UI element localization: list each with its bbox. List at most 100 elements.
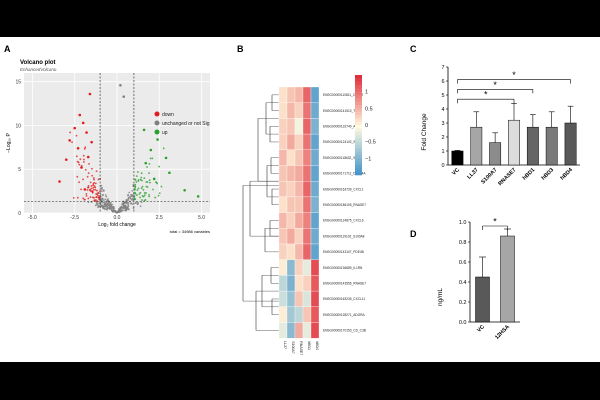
volcano-point [148,193,150,196]
heatmap-cell [286,228,296,245]
volcano-point [127,208,130,211]
volcano-y-axis-label: −Log₁₀ P [6,132,12,152]
volcano-point [71,141,73,144]
volcano-point [101,205,103,208]
concentration-bar-chart: 0.0 0.2 0.4 0.6 0.8 1.0 VC 12HSA * [459,217,520,341]
heatmap-cell [278,149,288,166]
volcano-cutoff-lines [24,73,210,213]
volcano-point [158,192,161,195]
volcano-point [137,202,139,205]
volcano-point [87,184,90,187]
heatmap-cell [302,149,312,166]
volcano-plot-panel: A Volcano plot EnhancedVolcano -5.0 -2.5 0… [4,44,210,234]
color-legend-segment [355,125,362,129]
color-legend-segment [355,168,362,172]
volcano-point [86,175,89,178]
volcano-point [132,193,135,196]
volcano-point [139,191,142,194]
volcano-point [101,188,104,191]
color-legend-segment [355,145,362,149]
heatmap-cell [302,133,312,150]
color-legend-segment [355,158,362,162]
significance-marker: * [512,70,516,80]
volcano-point [111,209,114,212]
volcano-point [76,196,79,199]
heatmap-cell [310,322,320,339]
color-legend-segment [355,105,362,109]
color-legend-segment [355,108,362,112]
volcano-point [145,185,148,188]
volcano-point [136,171,139,173]
heatmap-cell [302,243,312,260]
highlighted-gene-point [183,188,186,192]
volcano-point [124,204,127,207]
color-legend-segment [355,98,362,102]
heatmap-column-labels: LL37 S100A7 RNASE7 hBD1 hBD4 [283,341,319,355]
heatmap-cell [278,118,288,135]
volcano-point [141,199,143,201]
heatmap-cell [294,259,304,276]
heatmap-cell [286,102,296,119]
highlighted-gene-point [64,158,68,161]
heatmap-cell [302,275,312,292]
highlighted-gene-point [83,188,87,191]
volcano-point [131,199,134,201]
volcano-point [94,199,97,201]
volcano-point [97,194,99,197]
volcano-point [94,204,97,207]
heatmap-row-label: ENSG00000170153_CD_C3B [323,329,366,333]
heatmap-cell [286,165,296,182]
volcano-point [92,186,95,189]
color-legend-segment [355,165,362,169]
y-tick-label: 1.0 [459,220,467,226]
heatmap-cell [294,290,304,307]
volcano-highlighted-points [58,83,200,198]
heatmap-cell [286,306,296,323]
volcano-point [78,163,81,166]
volcano-point [83,147,86,150]
y-tick-label: 0.4 [459,280,467,286]
volcano-point [97,191,100,194]
volcano-point [87,197,90,200]
heatmap-row-label: ENSG00000124102_SLPI [323,140,360,144]
volcano-point [90,187,93,190]
volcano-point [111,206,114,209]
heatmap-cell [310,102,320,119]
color-legend-segment [355,138,362,142]
highlighted-gene-point [88,92,92,96]
fold-change-y-axis-label: Fold Change [421,113,428,151]
volcano-point [149,157,152,160]
bar [508,119,520,166]
heatmap-cell [302,196,312,213]
heatmap-cell [294,322,304,339]
heatmap-cell [310,243,320,260]
volcano-point [141,179,143,182]
panel-label-b: B [237,44,244,54]
volcano-legend: down unchanged or not Sig up [154,111,210,136]
y-tick-label: 0 [441,163,444,169]
heatmap-cell [286,322,296,339]
heatmap-row-label: ENSG00000136689_IL1RN [323,266,363,270]
volcano-point [130,197,132,200]
volcano-point [138,193,141,195]
highlighted-gene-point [156,138,159,141]
y-tick-label: 4 [441,107,444,113]
volcano-point [69,131,72,134]
volcano-point [86,189,89,191]
heatmap-column-label: LL37 [283,341,287,349]
color-legend-tick: 1 [365,90,368,96]
heatmap-cell [294,165,304,182]
x-category-label: hBD1 [522,167,536,181]
volcano-point [91,167,93,170]
heatmap-cells [278,86,320,339]
x-category-label: VC [476,324,486,334]
heatmap-cell [278,133,288,150]
y-tick-label: 0.6 [459,260,467,266]
volcano-point [76,160,79,163]
volcano-point [129,202,132,205]
volcano-point [82,178,84,181]
volcano-point [94,182,97,185]
heatmap-cell [278,102,288,119]
volcano-point [96,189,98,192]
